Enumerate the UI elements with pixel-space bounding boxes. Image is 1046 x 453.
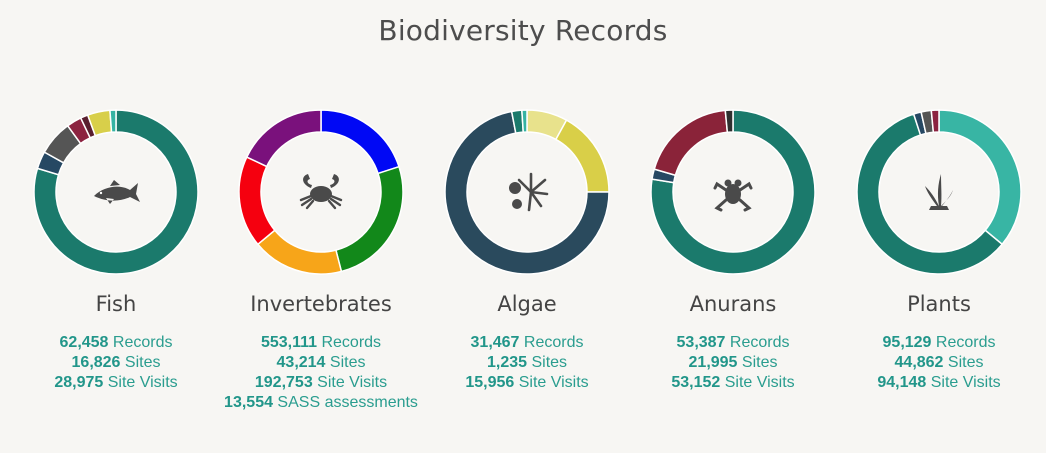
stat-label: Sites [527, 354, 568, 371]
stat-line: 95,129 Records [839, 333, 1039, 353]
stat-value: 192,753 [254, 374, 313, 391]
stat-label: Site Visits [312, 374, 388, 391]
fish-donut-chart[interactable] [32, 108, 200, 276]
group-name: Algae [497, 292, 557, 316]
stat-label: Site Visits [926, 374, 1001, 391]
group-anurans: Anurans 53,387 Records 21,995 Sites 53,152 … [633, 108, 833, 393]
page-title: Biodiversity Records [378, 14, 668, 47]
stat-line: 44,862 Sites [839, 353, 1039, 373]
group-name: Fish [95, 292, 137, 316]
donut-slice[interactable] [245, 109, 322, 168]
group-stats: 95,129 Records 44,862 Sites 94,148 Site Vi… [839, 333, 1039, 393]
stat-value: 13,554 [224, 394, 273, 411]
group-algae: Algae 31,467 Records 1,235 Sites 15,956 Sit… [427, 108, 627, 393]
donut-slice[interactable] [521, 109, 528, 133]
stat-line: 192,753 Site Visits [221, 373, 421, 393]
stat-line: 62,458 Records [16, 333, 216, 353]
group-name: Anurans [689, 292, 777, 316]
plants-donut-chart[interactable] [855, 108, 1023, 276]
stat-label: Records [519, 334, 584, 351]
stat-value: 62,458 [59, 334, 109, 351]
group-stats: 53,387 Records 21,995 Sites 53,152 Site Vi… [633, 333, 833, 393]
donut-slice[interactable] [320, 109, 400, 175]
donut-slice[interactable] [724, 109, 734, 134]
stat-value: 21,995 [688, 354, 738, 371]
algae-icon [509, 172, 549, 212]
group-fish: Fish 62,458 Records 16,826 Sites 28,975 Sit… [16, 108, 216, 393]
stat-line: 43,214 Sites [221, 353, 421, 373]
stat-label: Sites [120, 354, 161, 371]
stat-value: 94,148 [877, 374, 927, 391]
stat-line: 15,956 Site Visits [427, 373, 627, 393]
stat-value: 44,862 [894, 354, 944, 371]
stat-line: 28,975 Site Visits [16, 373, 216, 393]
stat-line: 53,152 Site Visits [633, 373, 833, 393]
stat-line: 553,111 Records [221, 333, 421, 353]
group-invertebrates: Invertebrates 553,111 Records 43,214 Sites… [221, 108, 421, 413]
stat-line: 21,995 Sites [633, 353, 833, 373]
stat-value: 15,956 [465, 374, 515, 391]
fish-icon [94, 180, 140, 204]
stat-value: 95,129 [882, 334, 932, 351]
stat-value: 1,235 [486, 354, 528, 371]
donut-slice[interactable] [256, 229, 343, 275]
stat-label: Records [725, 334, 790, 351]
donut-slice[interactable] [930, 109, 940, 134]
group-name: Plants [907, 292, 971, 316]
stat-value: 28,975 [54, 374, 104, 391]
invertebrates-donut-chart[interactable] [237, 108, 405, 276]
group-name: Invertebrates [250, 292, 392, 316]
stat-value: 553,111 [260, 334, 318, 351]
stat-value: 43,214 [276, 354, 326, 371]
donut-slice[interactable] [653, 109, 729, 177]
stat-label: Records [108, 334, 173, 351]
group-plants: Plants 95,129 Records 44,862 Sites 94,148 S… [839, 108, 1039, 393]
group-stats: 62,458 Records 16,826 Sites 28,975 Site Vi… [16, 333, 216, 393]
donut-slice[interactable] [554, 119, 610, 193]
donut-slice[interactable] [856, 113, 1004, 275]
stat-label: Sites [325, 354, 366, 371]
stat-label: Sites [737, 354, 778, 371]
stat-label: Sites [943, 354, 984, 371]
stat-value: 53,152 [671, 374, 721, 391]
stat-line: 1,235 Sites [427, 353, 627, 373]
donut-slice[interactable] [33, 109, 199, 275]
donut-slice[interactable] [109, 109, 117, 133]
stat-label: Records [931, 334, 996, 351]
frog-icon [713, 179, 753, 212]
stat-line: 53,387 Records [633, 333, 833, 353]
stat-label: Site Visits [514, 374, 589, 391]
group-stats: 31,467 Records 1,235 Sites 15,956 Site Vis… [427, 333, 627, 393]
donut-slice[interactable] [444, 110, 610, 275]
donut-slice[interactable] [238, 156, 276, 246]
stat-label: SASS assessments [272, 394, 418, 411]
stat-line: 13,554 SASS assessments [221, 393, 421, 413]
group-stats: 553,111 Records 43,214 Sites 192,753 Site … [221, 333, 421, 413]
donut-slice[interactable] [650, 109, 816, 275]
crab-icon [299, 174, 343, 210]
stat-value: 31,467 [470, 334, 520, 351]
stat-value: 53,387 [676, 334, 726, 351]
stat-line: 16,826 Sites [16, 353, 216, 373]
stat-line: 31,467 Records [427, 333, 627, 353]
plant-icon [925, 174, 953, 210]
stat-label: Site Visits [103, 374, 178, 391]
donut-slice[interactable] [938, 109, 1022, 246]
stat-line: 94,148 Site Visits [839, 373, 1039, 393]
stat-label: Records [317, 334, 382, 351]
algae-donut-chart[interactable] [443, 108, 611, 276]
stat-value: 16,826 [71, 354, 121, 371]
donut-slice[interactable] [335, 165, 404, 273]
stat-label: Site Visits [720, 374, 795, 391]
anurans-donut-chart[interactable] [649, 108, 817, 276]
